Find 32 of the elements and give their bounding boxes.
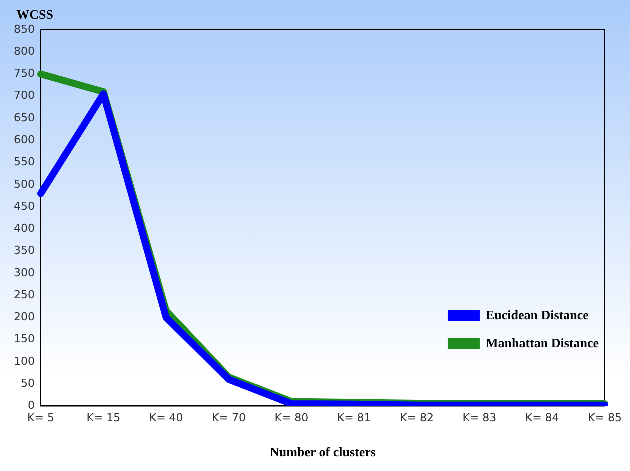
y-tick-label: 100: [14, 354, 35, 368]
x-tick-label: K= 84: [525, 412, 560, 425]
legend-label: Eucidean Distance: [486, 308, 590, 323]
y-tick-label: 650: [14, 111, 35, 124]
y-axis-title: WCSS: [16, 6, 54, 22]
y-tick-label: 800: [14, 44, 35, 58]
x-tick-label: K= 82: [400, 412, 434, 425]
y-tick-label: 300: [14, 266, 35, 280]
x-tick-label: K= 85: [588, 412, 622, 425]
y-tick-label: 50: [20, 376, 35, 390]
x-tick-label: K= 83: [462, 412, 497, 425]
x-tick-label: K= 15: [86, 412, 121, 425]
y-tick-label: 450: [14, 200, 35, 213]
x-tick-label: K= 40: [149, 412, 184, 425]
legend-label: Manhattan Distance: [486, 336, 600, 351]
y-tick-label: 350: [14, 244, 35, 258]
x-tick-label: K= 5: [28, 412, 54, 425]
y-tick-label: 850: [14, 22, 35, 36]
y-tick-label: 250: [14, 288, 35, 302]
y-tick-label: 500: [14, 178, 35, 191]
x-tick-label: K= 81: [337, 412, 372, 425]
y-tick-label: 150: [14, 332, 35, 346]
y-tick-label: 400: [14, 222, 35, 236]
y-tick-label: 750: [14, 67, 35, 80]
x-axis-title: Number of clusters: [270, 444, 376, 460]
y-tick-label: 0: [28, 399, 35, 412]
y-tick-label: 600: [14, 134, 35, 147]
x-tick-label: K= 70: [212, 412, 246, 425]
y-tick-label: 550: [14, 156, 35, 169]
x-tick-label: K= 80: [274, 412, 309, 425]
y-tick-label: 700: [14, 89, 35, 102]
y-tick-label: 200: [14, 310, 35, 324]
